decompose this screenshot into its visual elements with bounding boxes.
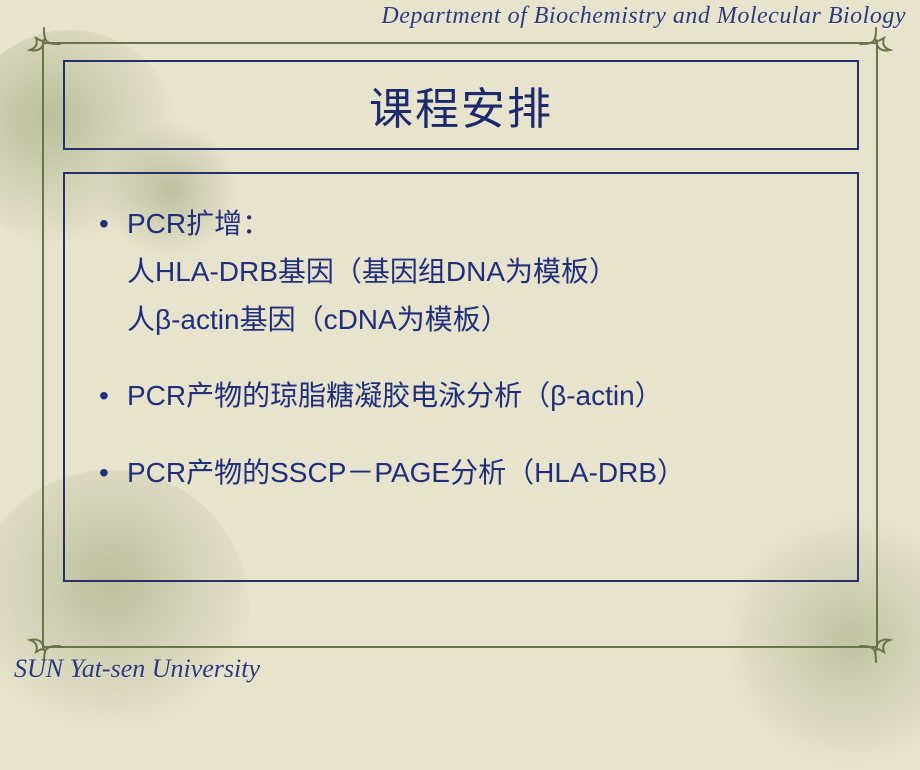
bullet-item: PCR产物的琼脂糖凝胶电泳分析（β-actin） [93,372,829,420]
spacer [93,344,829,372]
slide-title-box: 课程安排 [63,60,859,150]
bullet-text: PCR产物的SSCP－PAGE分析（HLA-DRB） [127,457,685,488]
university-footer: SUN Yat-sen University [14,654,260,684]
bullet-item: PCR产物的SSCP－PAGE分析（HLA-DRB） [93,449,829,497]
department-header: Department of Biochemistry and Molecular… [381,3,906,30]
corner-curl-icon [858,26,894,62]
bullet-item: PCR扩增： [93,200,829,248]
bullet-text: PCR扩增： [127,208,270,239]
bullet-subline: 人β-actin基因（cDNA为模板） [93,296,829,344]
slide-title: 课程安排 [369,73,553,137]
corner-curl-icon [858,628,894,664]
corner-curl-icon [26,26,62,62]
bullet-text: PCR产物的琼脂糖凝胶电泳分析（β-actin） [127,380,663,411]
spacer [93,421,829,449]
slide-content-box: PCR扩增： 人HLA-DRB基因（基因组DNA为模板） 人β-actin基因（… [63,172,859,582]
bullet-subline: 人HLA-DRB基因（基因组DNA为模板） [93,248,829,296]
